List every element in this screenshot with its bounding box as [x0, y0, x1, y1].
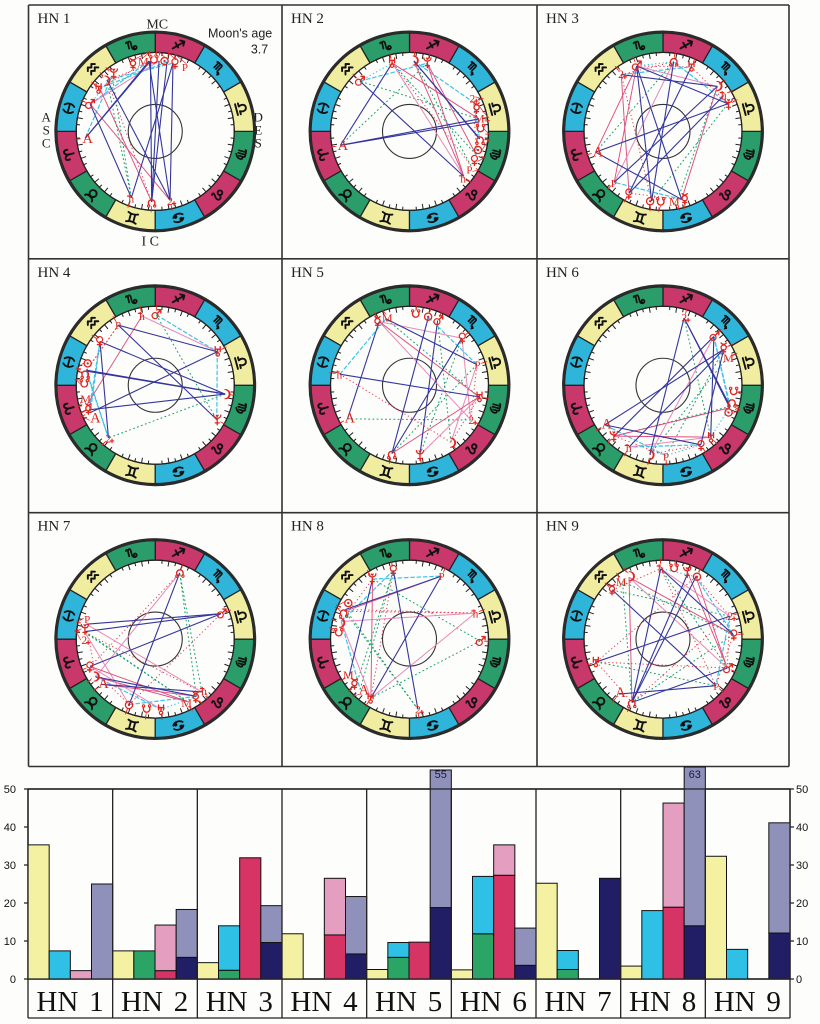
svg-text:HN: HN — [36, 986, 78, 1018]
svg-text:HN: HN — [121, 986, 163, 1018]
svg-text:3.7: 3.7 — [251, 42, 268, 56]
svg-text:10: 10 — [4, 936, 16, 948]
svg-text:h: h — [336, 370, 342, 382]
svg-text:C: C — [42, 135, 51, 150]
svg-text:HN 6: HN 6 — [546, 265, 579, 281]
svg-text:9: 9 — [766, 986, 781, 1018]
svg-text:M: M — [616, 575, 627, 589]
svg-text:M: M — [343, 668, 354, 682]
svg-text:h: h — [473, 608, 479, 620]
svg-text:2: 2 — [415, 705, 421, 717]
svg-text:HN 9: HN 9 — [546, 519, 579, 535]
svg-text:HN 7: HN 7 — [38, 519, 71, 535]
svg-text:2: 2 — [618, 69, 624, 81]
svg-text:P: P — [611, 178, 617, 190]
svg-text:P: P — [84, 614, 90, 626]
svg-text:P: P — [474, 360, 480, 372]
svg-text:20: 20 — [796, 898, 808, 910]
svg-text:P: P — [663, 451, 669, 463]
svg-text:55: 55 — [435, 769, 447, 781]
svg-text:A: A — [98, 676, 109, 692]
svg-text:2: 2 — [105, 433, 111, 445]
svg-text:HN: HN — [206, 986, 248, 1018]
svg-text:50: 50 — [4, 784, 16, 796]
svg-text:63: 63 — [689, 769, 701, 781]
svg-text:5: 5 — [428, 986, 443, 1018]
svg-text:1: 1 — [89, 986, 104, 1018]
svg-text:h: h — [460, 173, 466, 185]
svg-text:P: P — [115, 320, 121, 332]
svg-text:A: A — [593, 144, 604, 160]
svg-text:M: M — [138, 54, 149, 68]
svg-text:HN: HN — [375, 986, 417, 1018]
svg-text:HN 2: HN 2 — [291, 11, 324, 27]
svg-text:50: 50 — [796, 784, 808, 796]
svg-text:A: A — [42, 109, 52, 124]
svg-text:M: M — [723, 351, 734, 365]
svg-text:A: A — [359, 682, 370, 698]
svg-text:3: 3 — [258, 986, 273, 1018]
svg-text:Moon's age: Moon's age — [208, 26, 272, 40]
svg-text:D: D — [254, 109, 263, 124]
svg-text:M: M — [181, 696, 192, 710]
svg-text:A: A — [602, 416, 613, 432]
svg-text:2: 2 — [174, 986, 189, 1018]
svg-text:S: S — [255, 135, 262, 150]
svg-text:P: P — [713, 681, 719, 693]
svg-text:HN 5: HN 5 — [291, 265, 324, 281]
svg-text:4: 4 — [343, 986, 358, 1018]
svg-text:30: 30 — [4, 860, 16, 872]
svg-text:h: h — [658, 564, 664, 576]
svg-text:HN 4: HN 4 — [38, 265, 71, 281]
svg-text:P: P — [182, 62, 188, 74]
svg-text:MC: MC — [146, 17, 168, 32]
svg-text:2: 2 — [470, 93, 476, 105]
svg-text:M: M — [669, 195, 680, 209]
svg-text:A: A — [615, 685, 626, 701]
svg-text:2: 2 — [81, 635, 87, 647]
svg-text:2: 2 — [727, 611, 733, 623]
svg-text:M: M — [474, 112, 485, 126]
svg-text:h: h — [139, 311, 145, 323]
svg-text:30: 30 — [796, 860, 808, 872]
svg-text:40: 40 — [796, 822, 808, 834]
svg-text:HN 1: HN 1 — [38, 11, 71, 27]
svg-text:10: 10 — [796, 936, 808, 948]
svg-text:0: 0 — [796, 974, 802, 986]
svg-text:M: M — [80, 392, 91, 406]
svg-text:P: P — [438, 571, 444, 583]
svg-text:0: 0 — [10, 974, 16, 986]
svg-text:HN: HN — [290, 986, 332, 1018]
svg-text:h: h — [721, 90, 727, 102]
svg-text:HN: HN — [544, 986, 586, 1018]
svg-text:A: A — [90, 410, 101, 426]
svg-text:HN 3: HN 3 — [546, 11, 579, 27]
svg-text:HN: HN — [460, 986, 502, 1018]
svg-text:HN: HN — [629, 986, 671, 1018]
svg-text:I C: I C — [142, 234, 160, 249]
svg-text:HN 8: HN 8 — [291, 519, 324, 535]
svg-text:7: 7 — [597, 986, 612, 1018]
svg-text:A: A — [344, 411, 355, 427]
svg-text:S: S — [43, 122, 50, 137]
svg-text:2: 2 — [681, 313, 687, 325]
svg-text:40: 40 — [4, 822, 16, 834]
svg-text:M: M — [382, 311, 393, 325]
svg-text:HN: HN — [714, 986, 756, 1018]
svg-text:h: h — [201, 686, 207, 698]
svg-text:20: 20 — [4, 898, 16, 910]
svg-text:2: 2 — [468, 415, 474, 427]
svg-text:E: E — [254, 122, 262, 137]
svg-text:A: A — [338, 138, 349, 154]
svg-text:6: 6 — [512, 986, 527, 1018]
svg-text:8: 8 — [682, 986, 697, 1018]
svg-text:P: P — [466, 165, 472, 177]
svg-text:2: 2 — [167, 196, 173, 208]
svg-text:h: h — [128, 194, 134, 206]
svg-text:h: h — [626, 443, 632, 455]
svg-text:A: A — [82, 131, 93, 147]
